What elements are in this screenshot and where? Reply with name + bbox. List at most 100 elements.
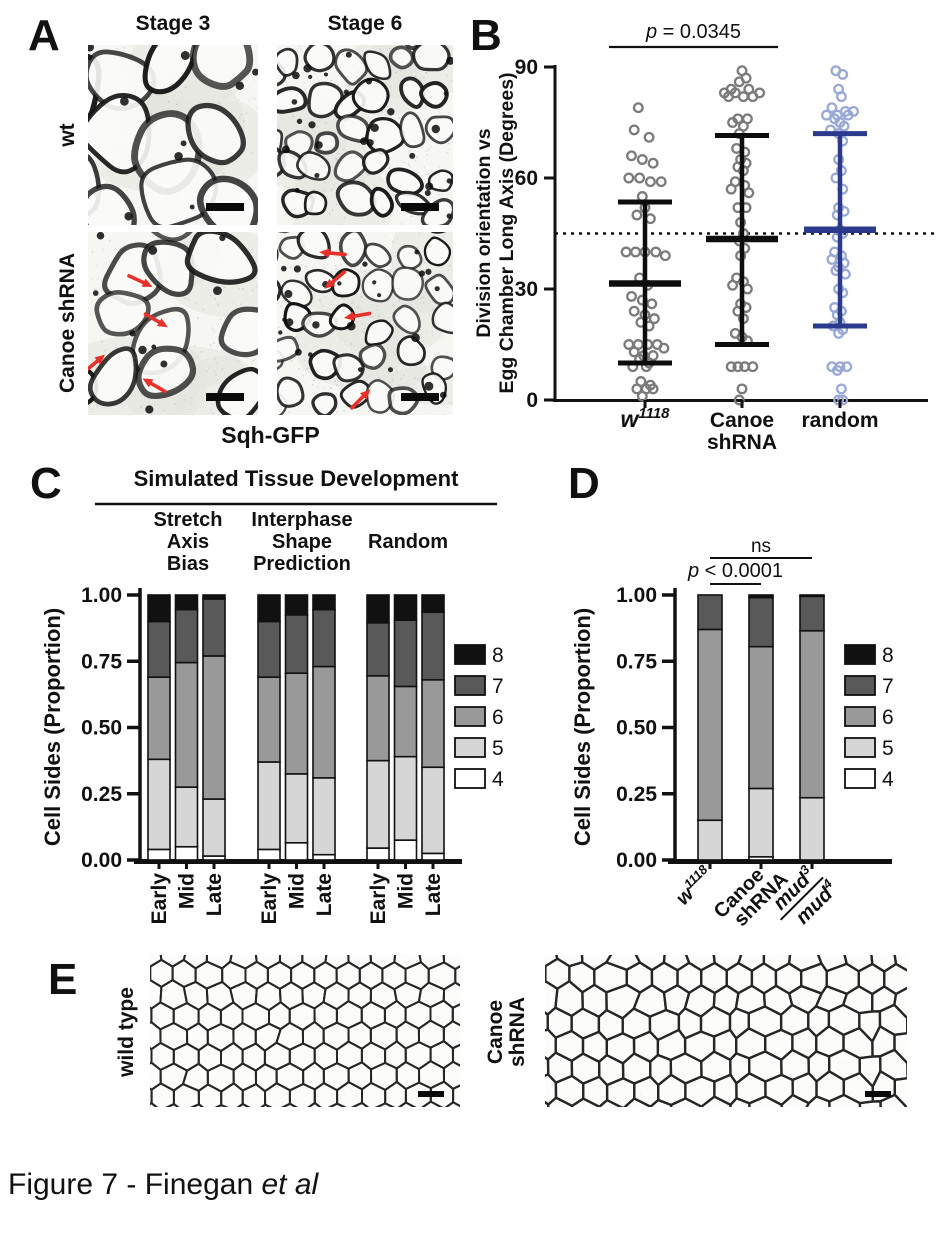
svg-text:60: 60 <box>515 167 538 190</box>
stacked-bar-chart-simulated: Simulated Tissue Development Stretch Axis B… <box>30 460 550 940</box>
svg-text:4: 4 <box>492 768 504 791</box>
red-arrow <box>127 274 153 287</box>
legend-swatch-6 <box>454 706 486 727</box>
svg-text:Early: Early <box>258 873 281 925</box>
panel-a-label: A <box>28 11 60 60</box>
panel-e-label: E <box>48 955 78 1004</box>
svg-text:Prediction: Prediction <box>253 553 351 575</box>
panel-d-label: D <box>568 459 600 508</box>
svg-text:0.25: 0.25 <box>81 783 122 806</box>
svg-text:8: 8 <box>882 644 894 667</box>
svg-text:8: 8 <box>492 644 504 667</box>
row-label-canoe-shrna: Canoe shRNA <box>55 252 79 394</box>
scatter-series-Canoe shRNA <box>706 65 778 406</box>
svg-text:6: 6 <box>492 706 504 729</box>
svg-text:0.50: 0.50 <box>81 717 122 740</box>
panel-b-label: B <box>470 11 502 60</box>
svg-text:30: 30 <box>515 278 538 301</box>
svg-text:shRNA: shRNA <box>707 431 777 454</box>
scatter-series-w1118 <box>609 102 681 402</box>
scale-bar <box>418 1091 444 1097</box>
panel-c-label: C <box>30 459 62 508</box>
legend-swatch-6 <box>844 706 876 727</box>
svg-text:1.00: 1.00 <box>616 584 657 607</box>
svg-text:Late: Late <box>422 873 445 916</box>
svg-text:Egg Chamber Long Axis (Degrees: Egg Chamber Long Axis (Degrees) <box>496 72 518 393</box>
row-label-canoe-line1: Canoe <box>483 999 507 1065</box>
svg-text:4: 4 <box>882 768 894 791</box>
svg-text:Early: Early <box>148 873 171 925</box>
micrograph-wt-stage3 <box>88 45 258 225</box>
scale-bar <box>401 203 439 211</box>
micrograph-canoe-stage3 <box>88 232 258 415</box>
sqh-gfp-label: Sqh-GFP <box>221 422 320 448</box>
svg-text:Cell Sides (Proportion): Cell Sides (Proportion) <box>40 608 65 846</box>
legend-swatch-4 <box>454 768 486 789</box>
svg-text:Mid: Mid <box>176 873 199 909</box>
svg-text:ns: ns <box>751 536 771 557</box>
svg-text:90: 90 <box>515 56 538 79</box>
stage6-header: Stage 6 <box>327 12 403 35</box>
svg-text:7: 7 <box>492 675 504 698</box>
row-label-canoe-line2: shRNA <box>506 996 529 1068</box>
micrograph-wt-stage6 <box>277 45 453 225</box>
svg-text:1.00: 1.00 <box>81 584 122 607</box>
stacked-bar-chart-genotypes: 0.00 0.25 0.50 0.75 1.00 Cell Sides (Proporti… <box>560 460 936 940</box>
tessellation-canoe-shrna <box>545 955 907 1107</box>
row-label-wt: wt <box>55 123 79 147</box>
svg-text:Early: Early <box>367 873 390 925</box>
svg-text:Late: Late <box>203 873 226 916</box>
red-arrow <box>88 354 105 372</box>
svg-text:0.00: 0.00 <box>81 849 122 872</box>
scale-bar <box>865 1091 891 1097</box>
svg-text:Cell Sides (Proportion): Cell Sides (Proportion) <box>570 608 595 846</box>
svg-text:Stretch: Stretch <box>154 509 223 531</box>
svg-text:Canoe: Canoe <box>710 409 774 432</box>
legend-swatch-8 <box>454 644 486 665</box>
svg-text:random: random <box>801 409 878 432</box>
svg-text:Division orientation vs: Division orientation vs <box>473 128 495 337</box>
svg-text:w1118: w1118 <box>620 405 670 432</box>
scatter-series-random <box>804 65 876 406</box>
svg-text:5: 5 <box>492 737 504 760</box>
caption-text: Figure 7 - Finegan <box>8 1168 262 1201</box>
scale-bar <box>206 203 244 211</box>
red-arrow <box>343 311 372 321</box>
svg-text:5: 5 <box>882 737 894 760</box>
stage3-header: Stage 3 <box>135 12 211 35</box>
svg-text:6: 6 <box>882 706 894 729</box>
red-arrow <box>142 378 167 394</box>
legend-swatch-5 <box>844 737 876 758</box>
caption-etal: et al <box>261 1168 319 1201</box>
svg-text:Simulated Tissue Development: Simulated Tissue Development <box>134 466 459 491</box>
svg-text:Bias: Bias <box>167 553 209 575</box>
scatter-plot-division-orientation: 0 30 60 90 Division orientation vs Egg Chambe… <box>466 0 936 458</box>
red-arrow <box>143 312 168 328</box>
svg-text:Axis: Axis <box>167 531 209 553</box>
red-arrow <box>319 248 347 258</box>
figure-caption: Figure 7 - Finegan et al <box>8 1168 318 1202</box>
red-arrow <box>324 270 347 289</box>
red-arrow <box>350 389 371 410</box>
scale-bar <box>401 393 439 401</box>
scale-bar <box>206 393 244 401</box>
legend-swatch-4 <box>844 768 876 789</box>
svg-text:Late: Late <box>313 873 336 916</box>
row-label-wild-type: wild type <box>114 987 138 1077</box>
svg-text:0.75: 0.75 <box>81 650 122 673</box>
legend-swatch-5 <box>454 737 486 758</box>
row-label-canoe-shrna-e: Canoe shRNA <box>483 996 529 1068</box>
legend-swatch-7 <box>454 675 486 696</box>
svg-text:0.00: 0.00 <box>616 849 657 872</box>
svg-text:Mid: Mid <box>286 873 309 909</box>
svg-text:0.50: 0.50 <box>616 717 657 740</box>
svg-text:7: 7 <box>882 675 894 698</box>
svg-text:Random: Random <box>368 531 448 553</box>
micrograph-canoe-stage6 <box>277 232 453 415</box>
svg-text:Interphase: Interphase <box>251 509 352 531</box>
svg-text:Mid: Mid <box>395 873 418 909</box>
svg-text:p < 0.0001: p < 0.0001 <box>687 560 783 582</box>
legend-swatch-8 <box>844 644 876 665</box>
tessellation-wild-type <box>150 955 460 1107</box>
